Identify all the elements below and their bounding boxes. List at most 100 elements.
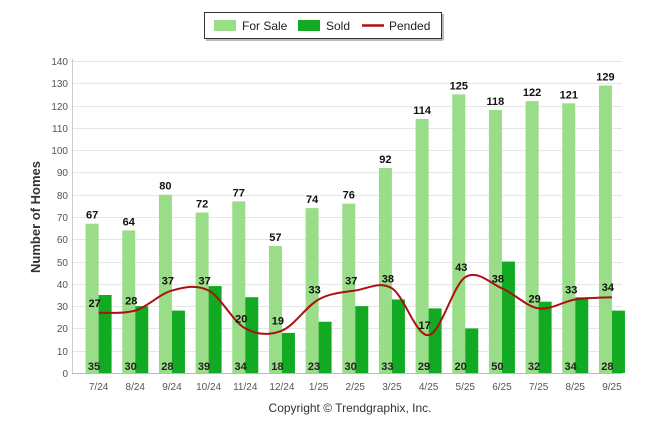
label-sold-14: 28 bbox=[601, 361, 613, 373]
label-for-sale-10: 125 bbox=[450, 80, 468, 92]
bar-for-sale-0 bbox=[85, 223, 99, 373]
x-tick-label-9: 4/25 bbox=[419, 382, 439, 393]
label-pended-4: 20 bbox=[235, 313, 247, 325]
y-tick-label-40: 40 bbox=[57, 280, 69, 291]
label-for-sale-7: 76 bbox=[343, 190, 355, 202]
axes-layer: 0 10 20 30 40 50 60 70 80 90 100 110 120 130 140 7/24 8/… bbox=[51, 57, 622, 393]
label-pended-7: 37 bbox=[345, 276, 357, 288]
y-tick-label-110: 110 bbox=[52, 124, 68, 135]
label-for-sale-12: 122 bbox=[523, 87, 541, 99]
y-tick-label-10: 10 bbox=[57, 347, 69, 358]
label-sold-9: 29 bbox=[418, 361, 430, 373]
x-tick-label-3: 10/24 bbox=[196, 382, 221, 393]
x-tick-label-12: 7/25 bbox=[529, 382, 549, 393]
y-tick-label-60: 60 bbox=[57, 235, 69, 246]
y-tick-label-20: 20 bbox=[57, 324, 69, 335]
x-tick-label-2: 9/24 bbox=[162, 382, 182, 393]
label-for-sale-3: 72 bbox=[196, 199, 208, 211]
line-layer bbox=[98, 273, 612, 337]
pended-line bbox=[98, 273, 612, 337]
x-tick-label-8: 3/25 bbox=[382, 382, 402, 393]
label-pended-6: 33 bbox=[308, 284, 320, 296]
bar-for-sale-14 bbox=[598, 85, 612, 373]
label-pended-8: 38 bbox=[382, 273, 394, 285]
label-for-sale-4: 77 bbox=[233, 187, 245, 199]
legend: For Sale Sold Pended bbox=[204, 12, 444, 41]
x-tick-label-10: 5/25 bbox=[456, 382, 476, 393]
legend-label-pended: Pended bbox=[389, 19, 430, 33]
legend-frame bbox=[204, 12, 442, 39]
bar-for-sale-9 bbox=[415, 118, 429, 373]
bar-for-sale-13 bbox=[562, 103, 576, 373]
bar-sold-12 bbox=[538, 301, 552, 373]
bar-for-sale-3 bbox=[195, 212, 209, 373]
x-tick-label-14: 9/25 bbox=[602, 382, 622, 393]
bar-sold-14 bbox=[611, 310, 625, 373]
bar-sold-2 bbox=[171, 310, 185, 373]
y-tick-label-140: 140 bbox=[51, 57, 68, 68]
bar-for-sale-1 bbox=[122, 230, 136, 373]
label-pended-0: 27 bbox=[88, 298, 100, 310]
label-sold-10: 20 bbox=[455, 361, 467, 373]
label-for-sale-14: 129 bbox=[596, 72, 614, 84]
bar-for-sale-12 bbox=[525, 101, 539, 373]
label-for-sale-1: 64 bbox=[123, 216, 136, 228]
label-sold-13: 34 bbox=[565, 361, 578, 373]
label-pended-14: 34 bbox=[602, 282, 615, 294]
label-pended-10: 43 bbox=[455, 262, 467, 274]
label-pended-9: 17 bbox=[418, 320, 430, 332]
label-sold-0: 35 bbox=[88, 361, 100, 373]
y-tick-label-120: 120 bbox=[51, 102, 68, 113]
legend-swatch-for-sale bbox=[214, 20, 236, 31]
x-tick-label-13: 8/25 bbox=[566, 382, 586, 393]
x-tick-label-4: 11/24 bbox=[233, 382, 258, 393]
bar-sold-5 bbox=[281, 332, 295, 373]
bar-for-sale-11 bbox=[488, 110, 502, 374]
label-pended-3: 37 bbox=[198, 276, 210, 288]
x-tick-label-7: 2/25 bbox=[346, 382, 366, 393]
label-sold-1: 30 bbox=[125, 361, 137, 373]
label-pended-2: 37 bbox=[162, 276, 174, 288]
y-tick-label-80: 80 bbox=[57, 191, 69, 202]
y-tick-label-70: 70 bbox=[57, 213, 69, 224]
label-sold-4: 34 bbox=[235, 361, 248, 373]
label-pended-5: 19 bbox=[272, 316, 284, 328]
bar-sold-1 bbox=[135, 306, 149, 373]
x-tick-label-0: 7/24 bbox=[89, 382, 109, 393]
legend-label-sold: Sold bbox=[326, 19, 350, 33]
label-for-sale-5: 57 bbox=[269, 232, 281, 244]
legend-label-for-sale: For Sale bbox=[242, 19, 288, 33]
bar-for-sale-10 bbox=[452, 94, 466, 373]
label-for-sale-0: 67 bbox=[86, 210, 98, 222]
label-sold-3: 39 bbox=[198, 361, 210, 373]
y-tick-label-30: 30 bbox=[57, 302, 69, 313]
label-sold-6: 23 bbox=[308, 361, 320, 373]
bar-sold-4 bbox=[245, 297, 259, 373]
bar-for-sale-6 bbox=[305, 208, 319, 373]
copyright-text: Copyright © Trendgraphix, Inc. bbox=[269, 401, 432, 415]
label-for-sale-11: 118 bbox=[487, 96, 505, 108]
bar-sold-7 bbox=[355, 306, 369, 373]
y-tick-label-130: 130 bbox=[51, 79, 68, 90]
label-for-sale-2: 80 bbox=[159, 181, 171, 193]
label-pended-12: 29 bbox=[528, 293, 540, 305]
label-pended-1: 28 bbox=[125, 296, 137, 308]
labels-layer: 67 35 27 64 30 28 80 28 37 72 39 37 77 34 20 57 18 19 74 23… bbox=[86, 72, 615, 373]
y-axis-title: Number of Homes bbox=[28, 161, 43, 273]
label-sold-8: 33 bbox=[381, 361, 393, 373]
label-sold-5: 18 bbox=[271, 361, 283, 373]
label-for-sale-6: 74 bbox=[306, 194, 319, 206]
y-tick-label-50: 50 bbox=[57, 258, 69, 269]
label-sold-12: 32 bbox=[528, 361, 540, 373]
legend-swatch-sold bbox=[298, 20, 320, 31]
bar-sold-6 bbox=[318, 321, 332, 373]
label-for-sale-13: 121 bbox=[560, 89, 578, 101]
label-sold-11: 50 bbox=[491, 361, 503, 373]
y-tick-label-0: 0 bbox=[62, 369, 68, 380]
bar-sold-8 bbox=[391, 299, 405, 373]
label-for-sale-8: 92 bbox=[379, 154, 391, 166]
label-sold-2: 28 bbox=[161, 361, 173, 373]
x-tick-label-11: 6/25 bbox=[492, 382, 512, 393]
